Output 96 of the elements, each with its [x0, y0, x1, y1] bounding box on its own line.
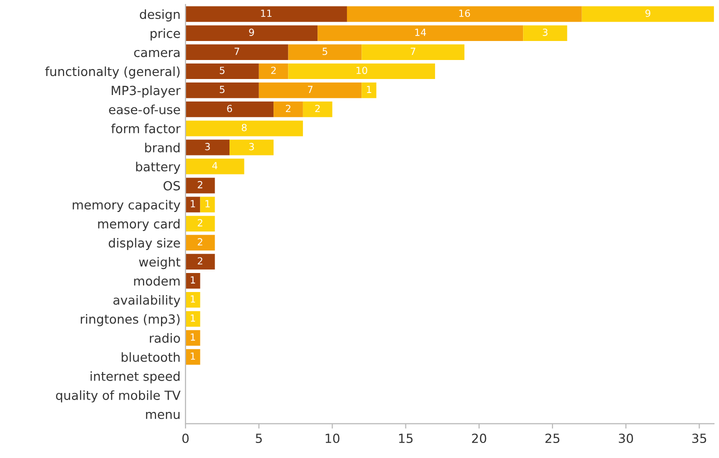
data-label: 3 — [249, 142, 254, 150]
bar — [186, 25, 318, 41]
data-label: 11 — [261, 10, 272, 17]
bar — [346, 6, 582, 22]
bar — [362, 44, 464, 60]
x-tick-label: 30 — [618, 434, 634, 444]
bar — [186, 311, 200, 327]
y-tick-label: availability — [113, 295, 180, 308]
y-tick-label: ringtones (mp3) — [80, 314, 180, 326]
bar — [186, 63, 259, 80]
bar — [582, 6, 714, 22]
data-label: 3 — [205, 142, 210, 150]
y-tick-label: battery — [136, 162, 180, 174]
bar — [258, 82, 362, 98]
bar — [186, 330, 200, 346]
bar — [186, 140, 230, 156]
y-tick-label: radio — [150, 333, 180, 343]
y-tick-label: bluetooth — [122, 352, 180, 362]
data-label: 7 — [234, 48, 240, 55]
bar — [186, 196, 200, 212]
y-tick-label: camera — [134, 50, 180, 58]
bar — [302, 102, 332, 118]
bar — [186, 349, 200, 365]
bar — [186, 292, 200, 308]
data-label: 1 — [190, 200, 196, 208]
data-label: 2 — [315, 104, 320, 112]
data-label: 2 — [198, 219, 202, 226]
bar — [186, 44, 288, 60]
data-label: 1 — [190, 276, 196, 284]
data-label: 8 — [242, 124, 247, 132]
y-tick-label: functionalty (general) — [45, 66, 180, 79]
bar — [200, 196, 215, 212]
bar — [318, 25, 524, 41]
x-tick-label: 10 — [326, 434, 340, 444]
bar — [258, 63, 288, 80]
data-label: 4 — [212, 162, 218, 170]
bar — [288, 63, 436, 80]
bar — [230, 140, 274, 156]
data-label: 1 — [190, 314, 196, 322]
y-tick-label: internet speed — [90, 371, 180, 384]
y-tick-label: display size — [108, 238, 180, 250]
bar — [186, 82, 259, 98]
bar — [274, 102, 303, 118]
y-tick-label: memory capacity — [72, 200, 180, 212]
x-tick-label: 35 — [692, 434, 706, 444]
bar — [186, 6, 347, 22]
data-label: 1 — [190, 295, 196, 303]
data-label: 5 — [220, 66, 224, 74]
data-label: 2 — [198, 238, 202, 246]
y-tick-label: weight — [139, 256, 180, 270]
data-label: 16 — [459, 10, 470, 17]
data-label: 5 — [220, 86, 224, 94]
data-label: 1 — [366, 86, 372, 93]
x-tick-label: 5 — [256, 434, 262, 444]
data-label: 5 — [322, 48, 328, 56]
data-label: 9 — [645, 10, 650, 17]
bar — [186, 102, 274, 118]
bar — [186, 120, 303, 136]
y-tick-label: modem — [134, 276, 180, 286]
y-tick-label: brand — [145, 142, 180, 152]
y-tick-label: price — [150, 28, 180, 40]
y-tick-label: quality of mobile TV — [56, 390, 181, 402]
bar — [186, 216, 215, 232]
y-tick-label: ease-of-use — [109, 104, 180, 114]
data-label: 1 — [190, 352, 196, 360]
y-tick-label: memory card — [98, 218, 180, 231]
bar — [186, 178, 215, 194]
data-label: 7 — [308, 86, 313, 93]
x-tick-label: 15 — [399, 434, 413, 444]
data-label: 2 — [198, 181, 202, 188]
data-label: 2 — [198, 257, 202, 264]
data-label: 14 — [415, 28, 426, 36]
data-label: 2 — [286, 104, 290, 112]
bar — [523, 25, 568, 41]
data-label: 3 — [542, 28, 548, 36]
x-tick-label: 25 — [545, 434, 560, 444]
data-label: 7 — [410, 48, 416, 55]
bar — [362, 82, 376, 98]
bar — [288, 44, 362, 60]
data-label: 1 — [205, 200, 210, 208]
bar — [186, 254, 215, 270]
bar — [186, 158, 244, 174]
data-label: 10 — [356, 66, 368, 74]
data-label: 6 — [227, 104, 232, 112]
y-tick-label: menu — [146, 412, 180, 420]
bar — [186, 272, 200, 289]
y-tick-label: design — [140, 9, 180, 22]
y-tick-label: MP3-player — [112, 86, 181, 98]
y-tick-label: OS — [164, 181, 180, 190]
data-label: 2 — [271, 66, 276, 74]
data-label: 9 — [249, 28, 254, 36]
y-tick-label: form factor — [111, 124, 181, 134]
data-label: 1 — [190, 334, 196, 341]
x-tick-label: 20 — [472, 434, 486, 444]
x-tick-label: 0 — [182, 434, 189, 444]
bar — [186, 234, 215, 250]
